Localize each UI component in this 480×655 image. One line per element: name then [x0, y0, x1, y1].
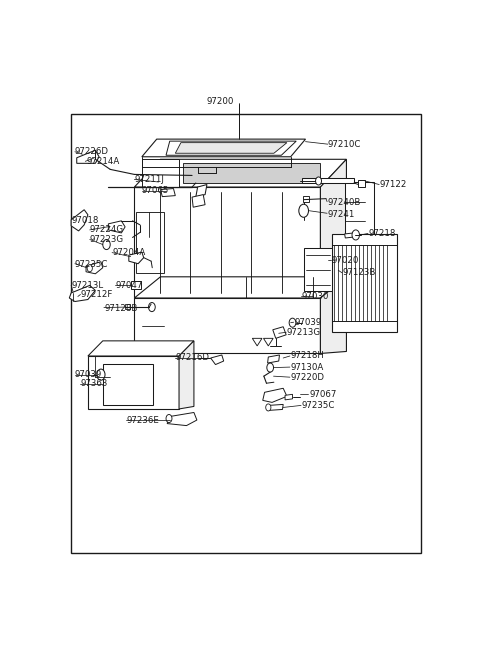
Text: 97236E: 97236E	[127, 415, 160, 424]
Circle shape	[315, 177, 322, 185]
Text: 97241: 97241	[328, 210, 355, 219]
Polygon shape	[267, 355, 279, 363]
Bar	[131, 282, 141, 290]
Text: 97210C: 97210C	[328, 140, 361, 149]
Polygon shape	[264, 339, 273, 346]
Polygon shape	[103, 364, 153, 405]
Text: 97047: 97047	[116, 281, 143, 290]
Polygon shape	[302, 178, 354, 183]
Polygon shape	[77, 150, 99, 163]
Polygon shape	[134, 159, 347, 187]
Polygon shape	[71, 210, 88, 231]
Text: 97128B: 97128B	[105, 303, 138, 312]
Polygon shape	[345, 182, 374, 248]
Polygon shape	[267, 404, 283, 411]
Polygon shape	[183, 163, 321, 183]
Text: 97363: 97363	[81, 379, 108, 388]
Circle shape	[148, 303, 155, 312]
Circle shape	[267, 363, 274, 372]
Polygon shape	[272, 167, 283, 174]
Circle shape	[266, 404, 271, 411]
Polygon shape	[142, 159, 179, 187]
Text: 97211J: 97211J	[134, 175, 164, 184]
Bar	[71, 114, 421, 553]
Circle shape	[289, 318, 296, 328]
Text: 97213L: 97213L	[71, 281, 103, 290]
Text: 97212F: 97212F	[81, 290, 113, 299]
Polygon shape	[211, 355, 224, 365]
Polygon shape	[166, 141, 296, 155]
Polygon shape	[134, 298, 321, 354]
Text: 97240B: 97240B	[328, 198, 361, 207]
Circle shape	[103, 240, 110, 250]
Text: 97223G: 97223G	[90, 236, 124, 244]
Text: 97218: 97218	[369, 229, 396, 238]
Polygon shape	[134, 187, 321, 298]
Polygon shape	[129, 252, 144, 264]
Polygon shape	[88, 341, 194, 356]
Polygon shape	[69, 286, 96, 301]
Text: 97235C: 97235C	[302, 401, 335, 410]
Text: 97018: 97018	[71, 216, 98, 225]
Text: 97039: 97039	[75, 370, 102, 379]
Polygon shape	[167, 413, 197, 426]
Polygon shape	[160, 189, 175, 196]
Circle shape	[87, 265, 92, 272]
Text: 97235C: 97235C	[75, 259, 108, 269]
Text: 97020: 97020	[332, 255, 359, 265]
Polygon shape	[136, 212, 164, 272]
Polygon shape	[321, 277, 347, 354]
Polygon shape	[321, 159, 347, 298]
Text: 97130A: 97130A	[290, 363, 324, 371]
Text: 97216D: 97216D	[175, 353, 209, 362]
Circle shape	[352, 230, 360, 240]
Polygon shape	[285, 394, 292, 400]
Circle shape	[97, 369, 105, 380]
Polygon shape	[144, 167, 155, 174]
Circle shape	[166, 415, 172, 422]
Polygon shape	[332, 234, 396, 332]
Text: 97214A: 97214A	[86, 157, 120, 166]
Polygon shape	[175, 143, 287, 153]
Text: 97030: 97030	[302, 292, 329, 301]
Polygon shape	[304, 248, 332, 291]
Polygon shape	[358, 181, 365, 187]
Polygon shape	[302, 196, 309, 202]
Polygon shape	[273, 327, 286, 339]
Text: 97039: 97039	[294, 318, 322, 327]
Polygon shape	[108, 221, 125, 233]
Polygon shape	[196, 185, 207, 197]
Circle shape	[299, 204, 309, 217]
Text: 97123B: 97123B	[343, 269, 376, 277]
Polygon shape	[86, 262, 103, 274]
Text: 97204A: 97204A	[112, 248, 145, 257]
Text: 97122: 97122	[380, 180, 408, 189]
Polygon shape	[88, 356, 179, 409]
Text: 97220D: 97220D	[290, 373, 324, 382]
Text: 97218H: 97218H	[290, 352, 324, 360]
Polygon shape	[142, 139, 305, 157]
Text: 97200: 97200	[206, 97, 234, 106]
Polygon shape	[263, 388, 287, 402]
Polygon shape	[345, 233, 355, 238]
Bar	[125, 304, 130, 309]
Polygon shape	[179, 341, 194, 409]
Text: 97226D: 97226D	[75, 147, 109, 157]
Text: 97224G: 97224G	[90, 225, 124, 234]
Polygon shape	[134, 277, 347, 298]
Polygon shape	[192, 195, 205, 207]
Text: 97213G: 97213G	[287, 328, 321, 337]
Text: 97067: 97067	[309, 390, 336, 399]
Text: 97065: 97065	[142, 186, 169, 195]
Polygon shape	[252, 339, 262, 346]
